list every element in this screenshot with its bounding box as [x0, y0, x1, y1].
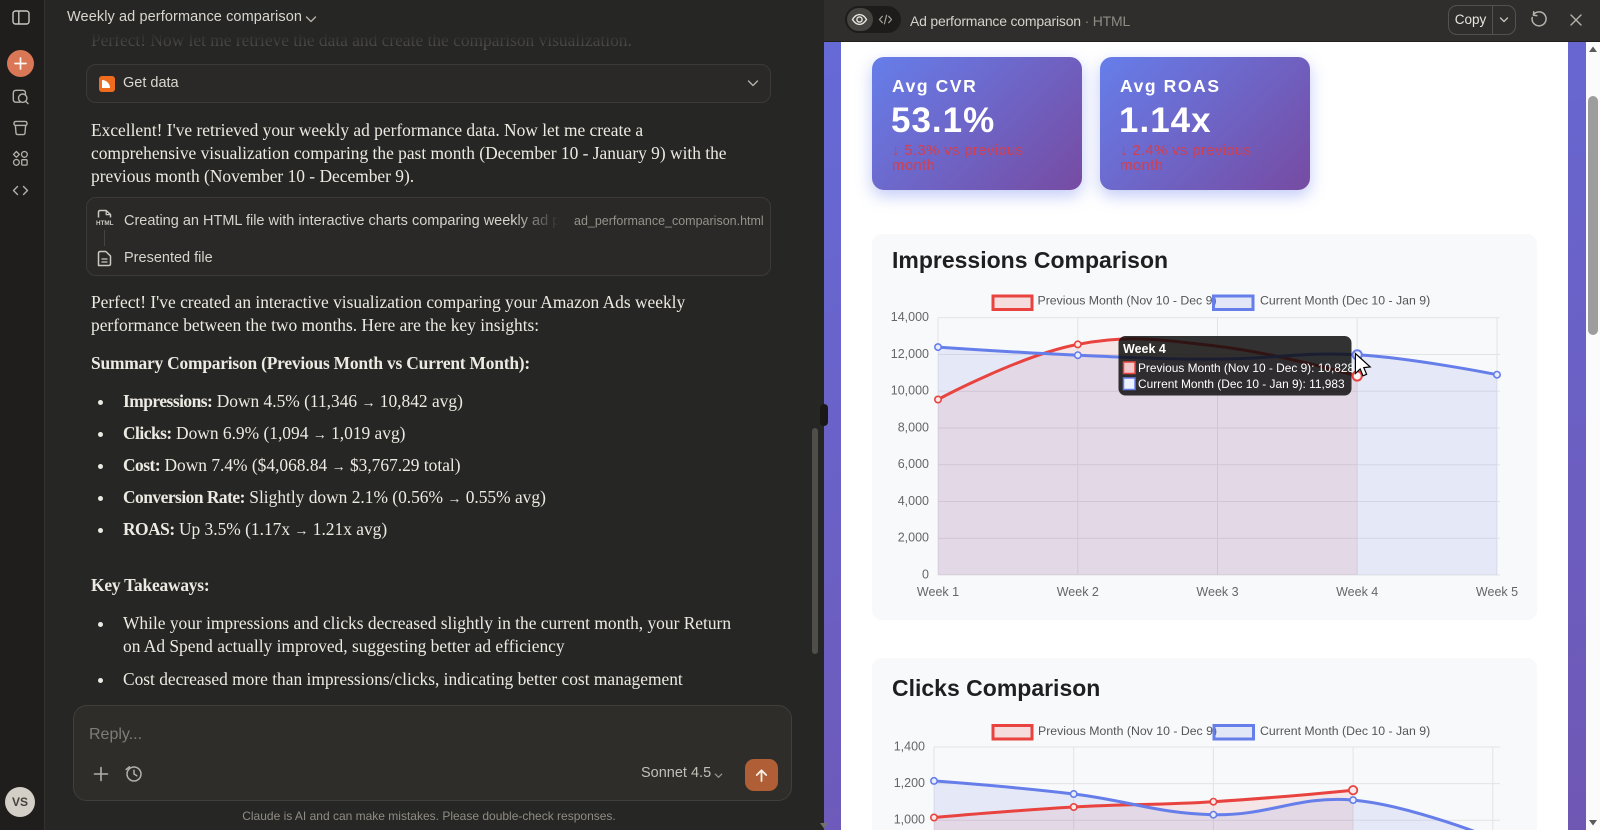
svg-text:Week 4: Week 4: [1336, 585, 1378, 599]
svg-text:Week 4: Week 4: [1123, 342, 1166, 356]
svg-text:2,000: 2,000: [898, 531, 929, 545]
svg-text:12,000: 12,000: [891, 347, 929, 361]
svg-text:HTML: HTML: [96, 220, 114, 226]
svg-text:Previous Month (Nov 10 - Dec 9: Previous Month (Nov 10 - Dec 9): [1038, 294, 1217, 308]
svg-text:0: 0: [922, 567, 929, 581]
svg-text:6,000: 6,000: [898, 457, 929, 471]
svg-text:Week 3: Week 3: [1196, 585, 1238, 599]
svg-text:10,000: 10,000: [891, 384, 929, 398]
svg-text:Current Month (Dec 10 - Jan 9): Current Month (Dec 10 - Jan 9): [1260, 724, 1430, 738]
svg-text:Week 5: Week 5: [1476, 585, 1518, 599]
svg-text:Previous Month (Nov 10 - Dec 9: Previous Month (Nov 10 - Dec 9): 10,828: [1138, 361, 1355, 375]
svg-text:Week 1: Week 1: [917, 585, 959, 599]
svg-text:1,400: 1,400: [894, 739, 925, 753]
svg-text:1,000: 1,000: [894, 813, 925, 827]
svg-text:Impressions Comparison: Impressions Comparison: [892, 247, 1168, 273]
svg-text:1,200: 1,200: [894, 776, 925, 790]
svg-text:4,000: 4,000: [898, 494, 929, 508]
svg-text:Previous Month (Nov 10 - Dec 9: Previous Month (Nov 10 - Dec 9): [1038, 724, 1217, 738]
svg-text:Week 2: Week 2: [1057, 585, 1099, 599]
svg-text:8,000: 8,000: [898, 420, 929, 434]
svg-text:Current Month (Dec 10 - Jan 9): Current Month (Dec 10 - Jan 9): 11,983: [1138, 377, 1345, 391]
svg-text:Clicks Comparison: Clicks Comparison: [892, 675, 1100, 701]
svg-text:14,000: 14,000: [891, 310, 929, 324]
svg-text:Current Month (Dec 10 - Jan 9): Current Month (Dec 10 - Jan 9): [1260, 294, 1430, 308]
